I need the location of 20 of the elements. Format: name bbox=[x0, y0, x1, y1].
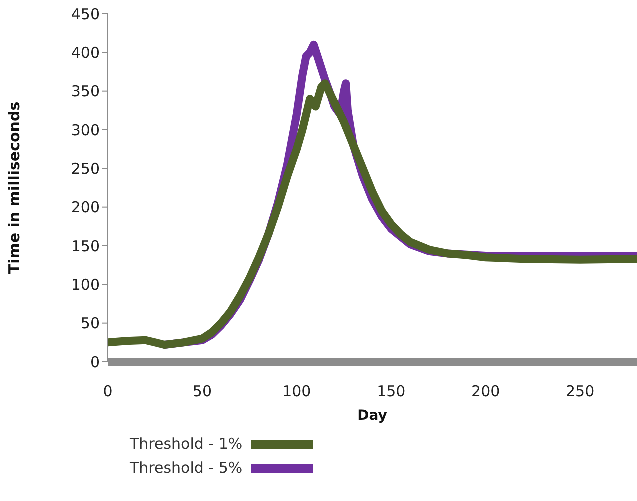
y-tick-label: 400 bbox=[71, 44, 100, 62]
legend-label: Threshold - 1% bbox=[130, 435, 243, 453]
y-tick-label: 250 bbox=[71, 160, 100, 178]
x-tick-label: 100 bbox=[282, 382, 312, 401]
y-tick-label: 50 bbox=[80, 314, 100, 333]
y-tick-label: 300 bbox=[71, 121, 100, 140]
y-tick-label: 450 bbox=[71, 5, 100, 24]
x-tick-label: 200 bbox=[472, 382, 500, 401]
y-tick-label: 150 bbox=[71, 237, 100, 256]
x-tick-label: 150 bbox=[377, 382, 406, 401]
y-tick-label: 0 bbox=[90, 353, 100, 372]
y-tick-label: 200 bbox=[71, 198, 100, 217]
legend-label: Threshold - 5% bbox=[130, 459, 243, 477]
x-tick-label: 0 bbox=[103, 382, 113, 401]
x-axis-title: Day bbox=[358, 408, 388, 424]
x-tick-label: 250 bbox=[566, 382, 595, 401]
y-tick-label: 100 bbox=[71, 276, 100, 294]
x-tick-label: 50 bbox=[192, 382, 212, 401]
y-tick-label: 350 bbox=[71, 82, 100, 101]
y-axis-title: Time in milliseconds bbox=[5, 102, 24, 274]
